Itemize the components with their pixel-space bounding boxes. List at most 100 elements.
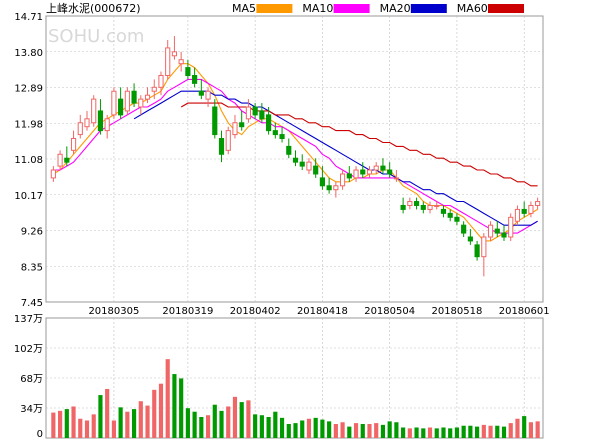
candle-body (57, 153, 63, 167)
volume-bars (51, 359, 540, 438)
candle-body (77, 122, 83, 136)
volume-bar (111, 420, 116, 438)
volume-tick-label: 102万 (14, 344, 43, 355)
legend: MA5 MA10 MA20 MA60 (232, 2, 524, 15)
price-tick-label: 14.71 (14, 12, 43, 23)
ma-line-ma10 (53, 78, 538, 234)
candle-body (413, 201, 420, 206)
volume-bar (253, 414, 258, 438)
volume-bar (293, 423, 298, 438)
candle-body (64, 157, 70, 163)
volume-bar (461, 425, 466, 438)
volume-bar (125, 411, 130, 438)
volume-bar (246, 400, 251, 438)
volume-bar (118, 407, 123, 438)
candle-body (346, 173, 352, 179)
legend-label: MA10 (302, 2, 333, 15)
volume-bar (105, 388, 110, 438)
candle-body (333, 185, 339, 191)
legend-swatch (410, 4, 447, 13)
candle-body (245, 106, 252, 120)
date-tick-label: 20180418 (297, 306, 348, 317)
candle-body (306, 161, 312, 171)
volume-bar (165, 359, 170, 438)
candle-body (104, 118, 110, 132)
volume-bar (300, 420, 305, 438)
volume-bar (515, 418, 520, 438)
volume-bar (320, 419, 325, 438)
candle-body (461, 224, 467, 234)
volume-bar (138, 401, 143, 438)
volume-bar (98, 395, 103, 438)
date-axis-ticks: 20180305 20180319 20180402 20180418 20180504… (88, 306, 549, 317)
volume-bar (374, 423, 379, 438)
volume-tick-label: 68万 (20, 374, 43, 385)
volume-bar (528, 422, 533, 438)
volume-bar (84, 420, 90, 438)
candle-body (279, 134, 285, 140)
candle-body (70, 138, 77, 151)
volume-bar (152, 389, 157, 438)
candle-body (487, 224, 494, 238)
legend-label: MA60 (457, 2, 488, 15)
candle-body (427, 204, 433, 210)
volume-bar (145, 405, 150, 438)
chart-title: 上峰水泥(000672) (46, 2, 141, 15)
volume-bar (286, 423, 291, 438)
volume-bar (239, 402, 244, 438)
volume-bar (434, 428, 439, 438)
candle-body (494, 228, 500, 234)
candle-body (151, 86, 157, 92)
volume-bar (306, 418, 312, 438)
date-tick-label: 20180504 (364, 306, 415, 317)
ma-line-ma20 (133, 90, 538, 226)
legend-label: MA20 (380, 2, 411, 15)
volume-bar (401, 427, 406, 438)
candle-body (353, 169, 359, 179)
legend-swatch (256, 4, 293, 13)
volume-bar (205, 415, 211, 438)
price-tick-label: 13.80 (14, 48, 43, 59)
volume-bar (481, 424, 486, 438)
candle-body (514, 208, 521, 222)
date-tick-label: 20180402 (230, 306, 281, 317)
volume-bar (78, 418, 83, 438)
volume-bar (488, 425, 493, 438)
ma-line-ma60 (180, 102, 538, 187)
volume-bar (367, 423, 372, 438)
candle-body (144, 94, 151, 100)
candle-body (420, 204, 426, 210)
candle-body (225, 130, 231, 151)
candle-body (380, 165, 386, 171)
candle-body (266, 114, 272, 132)
volume-bar (313, 417, 318, 438)
candle-body (272, 130, 278, 136)
candle-body (501, 232, 507, 238)
candle-body (232, 122, 238, 136)
price-tick-label: 12.89 (14, 84, 43, 95)
volume-bar (468, 425, 473, 438)
candle-body (124, 90, 130, 112)
legend-swatch (488, 4, 524, 13)
volume-bar (131, 409, 137, 438)
candle-body (212, 106, 218, 136)
volume-bar (508, 423, 513, 438)
volume-bar (501, 426, 507, 438)
volume-bar (394, 422, 399, 438)
volume-bar (51, 412, 56, 438)
volume-bar (475, 426, 480, 438)
candle-body (339, 173, 346, 187)
volume-bar (380, 424, 386, 438)
candle-body (407, 201, 413, 206)
price-tick-label: 8.35 (21, 262, 43, 273)
volume-bar (185, 408, 190, 438)
volume-bar (353, 423, 359, 438)
candle-body (313, 165, 319, 175)
volume-bar (448, 428, 453, 438)
volume-bar (340, 422, 345, 438)
candle-body (440, 208, 447, 214)
candle-body (326, 185, 332, 191)
volume-bar (441, 427, 446, 438)
